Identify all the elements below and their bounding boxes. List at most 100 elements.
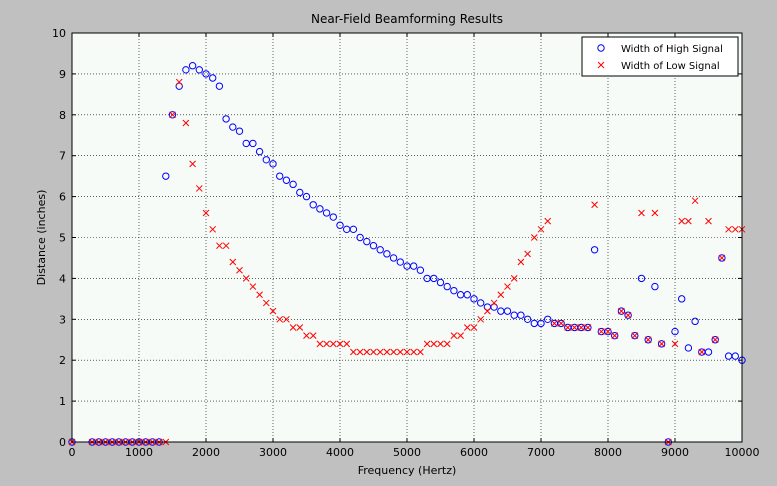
low-signal-point (557, 320, 565, 327)
x-tick-label: 1000 (125, 446, 153, 459)
low-signal-point (202, 209, 210, 217)
low-signal-point (571, 324, 578, 331)
high-signal-point (604, 327, 612, 336)
low-signal-point (731, 225, 739, 233)
x-tick-label: 7000 (527, 446, 555, 459)
low-signal-point (350, 348, 357, 356)
high-signal-point (215, 82, 224, 90)
high-signal-point (162, 172, 170, 180)
low-signal-point (705, 217, 712, 225)
high-signal-point (544, 315, 552, 323)
chart-title: Near-Field Beamforming Results (311, 12, 503, 26)
high-signal-point (229, 123, 237, 131)
high-signal-point (523, 315, 532, 323)
low-signal-point (343, 340, 351, 348)
low-signal-point (484, 307, 491, 315)
plot-frame (71, 32, 743, 443)
y-tick-label: 1 (59, 395, 66, 408)
high-signal-point (590, 246, 599, 254)
low-signal-point (289, 324, 297, 331)
low-signal-point (242, 275, 250, 282)
low-signal-point (336, 340, 344, 348)
high-signal-point (657, 340, 666, 348)
y-tick-label: 9 (59, 68, 66, 81)
high-signal-point (711, 336, 719, 344)
low-signal-point (229, 258, 237, 266)
y-tick-label: 8 (59, 109, 66, 122)
low-signal-point (611, 332, 619, 340)
high-signal-point (477, 299, 485, 307)
y-tick-label: 6 (59, 191, 66, 204)
low-signal-point (296, 324, 304, 331)
high-signal-point (175, 82, 183, 90)
low-signal-point (671, 340, 679, 348)
x-axis-ticks: 0 1000 2000 3000 4000 5000 6000 7000 8000 9000 100… (69, 33, 760, 459)
high-signal-point (389, 254, 398, 262)
high-signal-point (443, 282, 451, 291)
high-signal-point (262, 156, 270, 164)
low-signal-point (209, 225, 217, 233)
low-signal-point (443, 340, 451, 348)
low-signal-point (450, 332, 458, 340)
high-signal-point (416, 266, 425, 274)
low-signal-point (269, 307, 277, 315)
high-signal-point (322, 209, 331, 217)
low-signal-point (597, 328, 605, 335)
high-signal-point (631, 331, 639, 340)
low-signal-point (584, 324, 592, 331)
x-axis-label: Frequency (Hertz) (358, 464, 457, 477)
high-signal-point (436, 278, 445, 287)
low-signal-point (403, 348, 411, 356)
high-signal-point (316, 205, 324, 213)
x-tick-label: 2000 (192, 446, 220, 459)
low-signal-point (256, 291, 263, 299)
high-signal-point (309, 201, 317, 209)
y-tick-label: 10 (52, 27, 66, 40)
x-tick-label: 8000 (594, 446, 622, 459)
low-signal-point (396, 348, 404, 356)
high-signal-point (617, 307, 626, 315)
high-signal-point (336, 221, 344, 229)
high-signal-point (718, 254, 726, 262)
high-signal-point (691, 317, 699, 326)
low-signal-point (564, 324, 572, 331)
low-signal-point (544, 217, 552, 225)
low-signal-point (604, 328, 612, 335)
y-tick-label: 3 (59, 313, 66, 326)
low-signal-point (577, 324, 585, 331)
low-signal-point (618, 307, 625, 315)
high-signal-point (704, 348, 713, 356)
y-tick-label: 5 (59, 232, 66, 245)
legend-circle-marker (597, 44, 605, 52)
high-signal-point (255, 147, 264, 156)
low-signal-point (283, 315, 290, 323)
low-signal-point (370, 348, 377, 356)
high-signal-point (276, 172, 284, 180)
low-signal-point (517, 258, 525, 266)
low-signal-point (624, 311, 632, 319)
high-signal-point (282, 176, 291, 184)
low-signal-point (249, 283, 257, 290)
low-signal-point (410, 348, 418, 356)
x-tick-label: 6000 (460, 446, 488, 459)
low-signal-point (182, 119, 190, 127)
high-signal-point (490, 303, 498, 311)
low-signal-point (524, 250, 531, 258)
low-signal-point (430, 340, 438, 348)
high-signal-point (430, 274, 438, 283)
high-signal-point (269, 160, 277, 168)
low-signal-point (638, 209, 645, 217)
low-signal-point (236, 266, 243, 274)
high-signal-point (651, 282, 659, 291)
low-signal-point (376, 348, 384, 356)
high-signal-point (396, 258, 404, 266)
x-tick-label: 0 (69, 446, 76, 459)
low-signal-point (551, 320, 558, 327)
high-signal-point (637, 274, 646, 283)
low-signal-point (222, 242, 230, 250)
low-signal-point (216, 242, 223, 250)
low-signal-point (383, 348, 391, 356)
low-signal-point (463, 324, 471, 331)
high-signal-point (168, 111, 177, 119)
high-signal-point (249, 139, 257, 148)
